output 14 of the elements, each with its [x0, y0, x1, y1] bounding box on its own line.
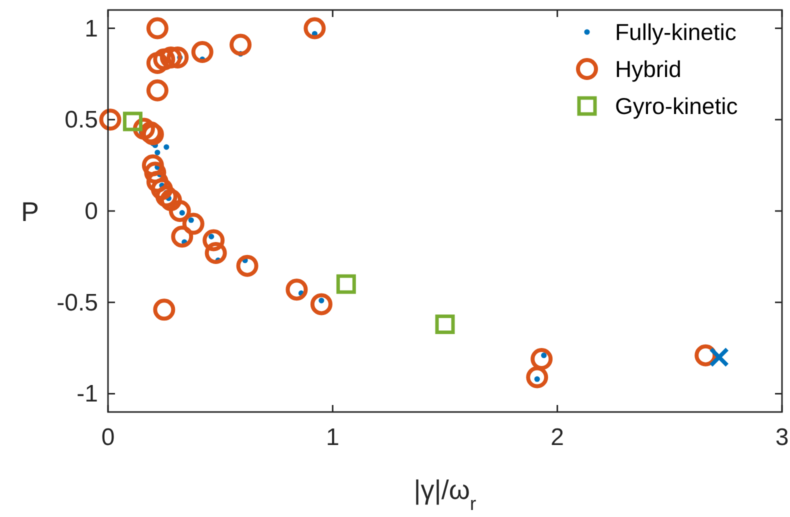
y-tick-label: -0.5 [56, 289, 98, 316]
y-tick-label: 0.5 [64, 106, 98, 134]
legend-label: Hybrid [615, 56, 682, 82]
x-tick-label: 2 [550, 424, 564, 451]
x-tick-label: 0 [101, 424, 115, 451]
y-tick-label: 0 [84, 198, 98, 225]
x-tick-label: 3 [775, 424, 789, 451]
x-tick-label: 1 [326, 424, 340, 451]
y-tick-label: 1 [84, 15, 98, 42]
legend-label: Fully-kinetic [615, 19, 736, 45]
y-axis-title: P [20, 197, 40, 227]
y-tick-label: -1 [76, 380, 98, 408]
legend-label: Gyro-kinetic [615, 93, 738, 119]
x-axis-title: |γ|/ω$_{r}$ [414, 475, 476, 514]
